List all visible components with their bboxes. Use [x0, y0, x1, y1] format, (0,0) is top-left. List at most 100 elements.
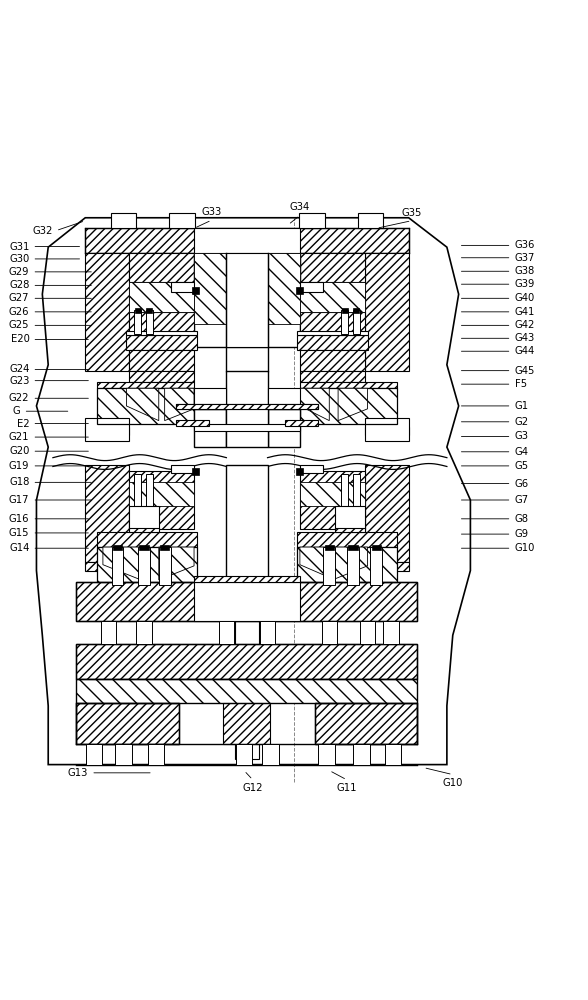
Text: F5: F5 — [514, 379, 527, 389]
Text: G39: G39 — [514, 279, 535, 289]
Bar — [97, 388, 194, 424]
Bar — [129, 350, 194, 371]
Bar — [236, 744, 252, 765]
Bar — [97, 547, 197, 582]
Polygon shape — [103, 547, 141, 580]
Bar — [296, 287, 303, 294]
Bar — [129, 282, 194, 312]
Bar — [194, 424, 300, 431]
Text: G30: G30 — [9, 254, 29, 264]
Text: G6: G6 — [514, 479, 529, 489]
Bar — [192, 287, 199, 294]
Text: G17: G17 — [9, 495, 29, 505]
Bar — [115, 744, 132, 765]
Text: G34: G34 — [290, 202, 310, 212]
Polygon shape — [126, 388, 159, 421]
Text: G41: G41 — [514, 307, 535, 317]
Bar — [353, 744, 370, 765]
Bar — [300, 282, 365, 312]
Bar — [134, 310, 141, 334]
Bar — [129, 312, 194, 332]
Text: E20: E20 — [11, 334, 29, 344]
Bar — [148, 744, 164, 765]
Bar — [129, 253, 194, 282]
Bar — [85, 465, 129, 562]
Bar — [268, 409, 300, 447]
Bar — [268, 253, 300, 324]
Bar — [97, 388, 194, 424]
Text: G4: G4 — [514, 447, 529, 457]
Bar — [300, 371, 365, 382]
Text: G10: G10 — [514, 543, 535, 553]
Bar — [194, 228, 300, 253]
Bar — [370, 547, 382, 585]
Bar — [300, 253, 365, 282]
Bar — [335, 528, 365, 532]
Bar — [297, 331, 368, 335]
Bar — [76, 582, 417, 621]
Text: G14: G14 — [9, 543, 29, 553]
Text: G10: G10 — [443, 778, 463, 788]
Bar — [76, 644, 417, 679]
Bar — [126, 335, 197, 350]
Text: G7: G7 — [514, 495, 529, 505]
Text: G26: G26 — [9, 307, 29, 317]
Bar — [226, 371, 268, 447]
Bar — [76, 644, 417, 679]
Bar — [146, 474, 153, 506]
Text: G19: G19 — [9, 461, 29, 471]
Bar — [325, 545, 334, 550]
Bar — [111, 213, 136, 228]
Bar — [365, 418, 409, 441]
Bar — [85, 228, 409, 253]
Bar — [300, 282, 323, 292]
Bar — [160, 545, 169, 550]
Bar — [226, 253, 268, 347]
Bar — [347, 547, 359, 585]
Text: G: G — [13, 406, 21, 416]
Text: G1: G1 — [514, 401, 529, 411]
Polygon shape — [338, 388, 368, 421]
Text: G3: G3 — [514, 431, 529, 441]
Text: E2: E2 — [17, 419, 29, 429]
Text: G29: G29 — [9, 267, 29, 277]
Bar — [285, 420, 318, 426]
Bar — [194, 253, 300, 347]
Text: G5: G5 — [514, 461, 529, 471]
Text: G35: G35 — [402, 208, 422, 218]
Bar — [76, 679, 417, 703]
Polygon shape — [332, 547, 368, 580]
Bar — [235, 582, 259, 759]
Text: G9: G9 — [514, 529, 529, 539]
Text: G36: G36 — [514, 240, 535, 250]
Bar — [169, 213, 195, 228]
Text: G38: G38 — [514, 266, 534, 276]
Bar — [300, 350, 365, 371]
Text: G24: G24 — [9, 364, 29, 374]
Bar — [335, 506, 365, 529]
Bar — [296, 468, 303, 475]
Bar — [129, 371, 194, 382]
Bar — [315, 703, 417, 744]
Text: G15: G15 — [9, 528, 29, 538]
Bar — [129, 506, 159, 529]
Bar — [300, 388, 397, 424]
Bar — [300, 312, 365, 332]
Text: G2: G2 — [514, 417, 529, 427]
Bar — [159, 547, 171, 585]
Bar — [194, 388, 226, 409]
Bar — [223, 703, 270, 744]
Bar — [101, 621, 116, 644]
Bar — [322, 621, 337, 644]
Bar — [194, 409, 226, 447]
Text: G12: G12 — [243, 783, 263, 793]
Bar — [341, 310, 348, 334]
Text: G37: G37 — [514, 253, 535, 263]
Bar — [146, 310, 153, 334]
Text: G43: G43 — [514, 333, 534, 343]
Bar — [385, 744, 401, 765]
Bar — [113, 545, 122, 550]
Bar — [360, 621, 375, 644]
Bar — [194, 576, 300, 582]
Bar — [192, 468, 199, 475]
